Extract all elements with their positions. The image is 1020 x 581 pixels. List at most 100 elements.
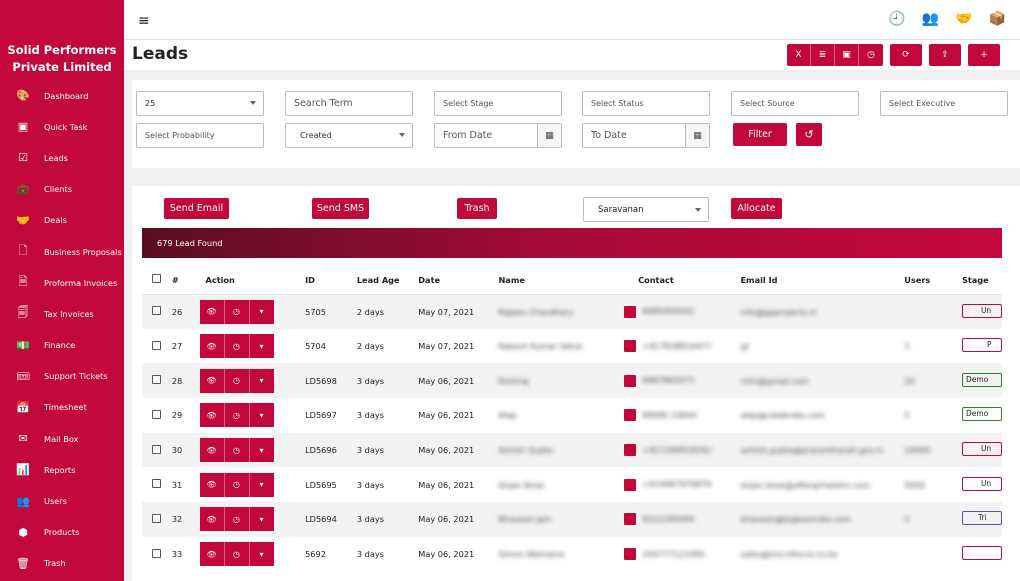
lead-name[interactable]: Ashish Gupta [498, 445, 553, 456]
followup-clock-icon[interactable]: ◷ [224, 542, 250, 567]
source-select[interactable]: Select Source [731, 91, 859, 116]
menu-toggle-icon[interactable]: ≡ [138, 13, 150, 29]
followup-clock-icon[interactable]: ◷ [224, 334, 250, 359]
lead-name[interactable]: Rajeev Chaudhary [498, 306, 574, 317]
sidebar-item-proforma-invoices[interactable]: 🗎 Proforma Invoices [0, 267, 124, 298]
view-eye-icon[interactable]: 👁 [199, 368, 225, 393]
refresh-button[interactable]: ⟳ [890, 44, 922, 66]
row-checkbox[interactable] [152, 409, 161, 419]
trash-button[interactable]: Trash [457, 198, 497, 219]
row-checkbox[interactable] [152, 513, 161, 523]
col-header-users[interactable]: Users [893, 266, 951, 295]
from-date-input[interactable]: From Date ▦ [434, 123, 562, 148]
history-button[interactable]: ◷ [867, 50, 875, 60]
more-dropdown-icon[interactable]: ▾ [249, 472, 274, 497]
sidebar-item-leads[interactable]: ☑ Leads [0, 142, 124, 173]
table-row[interactable]: 26 👁 ◷ ▾ 5705 2 days May 07, 2021 Rajeev Chaudh… [142, 294, 1002, 329]
row-checkbox[interactable] [152, 548, 161, 558]
calendar-icon[interactable]: ▦ [685, 124, 709, 147]
more-dropdown-icon[interactable]: ▾ [249, 438, 274, 463]
reset-icon[interactable]: ↺ [796, 123, 822, 146]
phone-icon[interactable] [624, 478, 637, 491]
table-row[interactable]: 30 👁 ◷ ▾ LD5696 3 days May 06, 2021 Ashish Gupt… [142, 432, 1002, 468]
add-lead-button[interactable]: + [968, 44, 1000, 66]
col-header-name[interactable]: Name [486, 266, 621, 295]
more-dropdown-icon[interactable]: ▾ [249, 542, 274, 567]
phone-icon[interactable] [624, 374, 637, 387]
col-header-date[interactable]: Date [412, 266, 487, 295]
row-checkbox[interactable] [152, 306, 161, 316]
table-row[interactable]: 31 👁 ◷ ▾ LD5695 3 days May 06, 2021 Anjan Bose +… [142, 467, 1002, 502]
list-view-button[interactable]: ≣ [811, 44, 835, 66]
executive-select[interactable]: Select Executive [880, 91, 1008, 116]
table-row[interactable]: 32 👁 ◷ ▾ LD5694 3 days May 06, 2021 Bhavesh Jai… [142, 502, 1002, 537]
more-dropdown-icon[interactable]: ▾ [249, 507, 274, 532]
view-eye-icon[interactable]: 👁 [199, 299, 225, 324]
view-eye-icon[interactable]: 👁 [199, 403, 225, 428]
row-checkbox[interactable] [152, 444, 161, 454]
phone-icon[interactable] [624, 340, 637, 353]
sidebar-item-products[interactable]: ⬢ Products [0, 517, 124, 548]
lead-name[interactable]: Bhavesh Jain [498, 514, 552, 525]
sidebar-item-quick-task[interactable]: ▣ Quick Task [0, 111, 124, 142]
table-row[interactable]: 28 👁 ◷ ▾ LD5698 3 days May 06, 2021 Rishiraj 998… [142, 363, 1002, 399]
phone-icon[interactable] [624, 444, 637, 457]
search-input[interactable]: Search Term [285, 91, 413, 116]
date-type-select[interactable]: Created [285, 123, 413, 148]
package-icon[interactable]: 📦 [988, 11, 1006, 27]
followup-clock-icon[interactable]: ◷ [224, 507, 250, 532]
status-select[interactable]: Select Status [582, 91, 710, 116]
table-row[interactable]: 27 👁 ◷ ▾ 5704 2 days May 07, 2021 Rakesh Kumar … [142, 329, 1002, 364]
stage-badge[interactable] [961, 546, 1002, 561]
more-dropdown-icon[interactable]: ▾ [249, 368, 274, 393]
to-date-input[interactable]: To Date ▦ [582, 123, 710, 148]
followup-clock-icon[interactable]: ◷ [224, 403, 250, 428]
probability-select[interactable]: Select Probability [136, 123, 264, 148]
followup-clock-icon[interactable]: ◷ [224, 368, 250, 393]
col-header-stage[interactable]: Stage [950, 266, 1002, 295]
stage-badge[interactable]: Demo [961, 372, 1002, 387]
sidebar-item-deals[interactable]: 🤝 Deals [0, 205, 124, 236]
lead-name[interactable]: Rakesh Kumar Vatsa [498, 341, 583, 352]
sidebar-item-business-proposals[interactable]: 🗋 Business Proposals [0, 236, 124, 267]
followup-clock-icon[interactable]: ◷ [224, 472, 250, 497]
phone-icon[interactable] [624, 305, 637, 318]
sidebar-item-timesheet[interactable]: 📅 Timesheet [0, 392, 124, 423]
stage-badge[interactable]: Demo [961, 407, 1002, 422]
sidebar-item-dashboard[interactable]: 🎨 Dashboard [0, 80, 124, 111]
allocate-executive-select[interactable]: Saravanan [583, 197, 709, 222]
lead-name[interactable]: Alap [498, 410, 517, 421]
calendar-icon[interactable]: ▦ [537, 124, 561, 147]
save-view-button[interactable]: ▣ [835, 44, 859, 66]
followup-clock-icon[interactable]: ◷ [224, 299, 250, 324]
view-eye-icon[interactable]: 👁 [199, 472, 225, 497]
col-header-contact[interactable]: Contact [620, 266, 730, 295]
col-header-lead-age[interactable]: Lead Age [350, 266, 413, 295]
followup-clock-icon[interactable]: ◷ [224, 438, 250, 463]
lead-name[interactable]: Rishiraj [498, 375, 529, 386]
clock-icon[interactable]: 🕘 [888, 11, 906, 27]
send-sms-button[interactable]: Send SMS [312, 198, 369, 219]
allocate-button[interactable]: Allocate [731, 198, 782, 219]
more-dropdown-icon[interactable]: ▾ [249, 403, 274, 428]
handshake-icon[interactable]: 🤝 [955, 11, 973, 27]
more-dropdown-icon[interactable]: ▾ [249, 334, 274, 359]
send-email-button[interactable]: Send Email [164, 198, 229, 219]
lead-name[interactable]: Simon Wainaina [498, 549, 565, 560]
sidebar-item-support-tickets[interactable]: 🎟 Support Tickets [0, 361, 124, 392]
upload-button[interactable]: ⇪ [929, 44, 961, 66]
table-row[interactable]: 33 👁 ◷ ▾ 5692 3 days May 06, 2021 Simon Wainain… [142, 537, 1002, 572]
filter-button[interactable]: Filter [733, 123, 787, 146]
stage-badge[interactable]: Un [961, 442, 1002, 457]
phone-icon[interactable] [624, 548, 637, 561]
view-eye-icon[interactable]: 👁 [199, 334, 225, 359]
col-header-id[interactable]: ID [297, 266, 351, 295]
sidebar-item-mail-box[interactable]: ✉ Mail Box [0, 423, 124, 454]
export-excel-button[interactable]: X [787, 44, 811, 66]
sidebar-item-finance[interactable]: 💵 Finance [0, 330, 124, 361]
sidebar-item-trash[interactable]: 🗑 Trash [0, 548, 124, 579]
lead-name[interactable]: Anjan Bose [498, 479, 545, 490]
stage-select[interactable]: Select Stage [434, 91, 562, 116]
stage-badge[interactable]: Un [961, 303, 1002, 318]
view-eye-icon[interactable]: 👁 [199, 542, 225, 567]
